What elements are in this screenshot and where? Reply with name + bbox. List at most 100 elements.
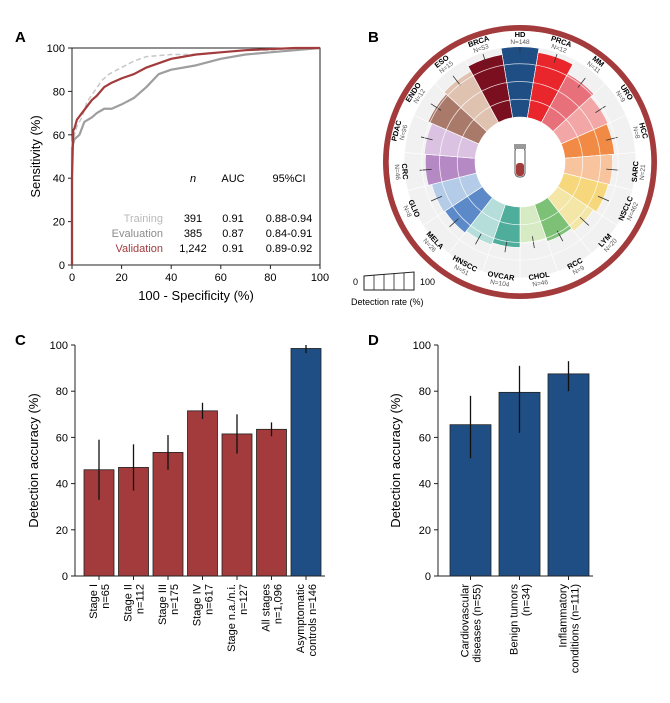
x-label-line1: Stage II	[123, 584, 135, 622]
error-bar	[597, 195, 610, 202]
bar	[547, 373, 590, 577]
error-bar	[449, 218, 459, 228]
bar	[290, 348, 322, 577]
table-auc: 0.91	[222, 213, 243, 225]
grid-ring	[439, 81, 601, 243]
error-bar	[531, 236, 535, 249]
table-header-auc: AUC	[221, 173, 244, 185]
error-bar	[579, 216, 590, 226]
category-label: CRC	[400, 163, 410, 181]
error-bar	[605, 136, 618, 141]
radial-detection-chart: HDN=148 PRCAN=12MMN=11URON=9HCCN=8SARCN=2…	[351, 25, 657, 307]
tube-cap-icon	[514, 144, 526, 149]
x-label-line2: (n=34)	[521, 584, 533, 616]
y-axis-title: Detection accuracy (%)	[26, 393, 41, 527]
x-label-line2: conditions (n=111)	[570, 584, 582, 673]
error-bar	[595, 105, 606, 114]
x-label-line2: n=617	[204, 584, 216, 615]
x-label-line1: Asymptomatic	[295, 584, 307, 654]
stage-accuracy-chart: 0 20 40 60 80 100 Detection accuracy (%) Stage …	[26, 340, 325, 656]
error-bar	[482, 54, 487, 65]
x-label-line1: Stage IV	[192, 583, 204, 626]
error-bar	[606, 168, 619, 171]
x-label-line1: Stage I	[88, 584, 100, 619]
x-tick-label: 40	[165, 272, 177, 284]
y-axis-title: Sensitivity (%)	[28, 115, 43, 197]
x-label-line2: n=127	[238, 584, 250, 615]
error-bar	[420, 136, 433, 141]
y-tick-label: 20	[419, 525, 431, 537]
bar	[152, 452, 184, 577]
sector-bar-brca	[467, 54, 513, 123]
y-tick-label: 60	[419, 432, 431, 444]
table-header-n: n	[190, 173, 196, 185]
error-bar	[504, 240, 508, 253]
x-label-line1: Stage III	[157, 584, 169, 625]
panel-letter-b: B	[368, 29, 379, 46]
category-label: OVCAR	[487, 269, 516, 282]
table-ci: 0.88-0.94	[266, 213, 312, 225]
y-tick-label: 20	[56, 525, 68, 537]
table-auc: 0.91	[222, 243, 243, 255]
category-n: N=12	[550, 43, 568, 55]
x-label-line2: n=65	[100, 584, 112, 609]
x-tick-label: 60	[215, 272, 227, 284]
table-ci: 0.84-0.91	[266, 228, 312, 240]
legend-title: Detection rate (%)	[351, 297, 424, 307]
y-tick-label: 100	[47, 43, 65, 55]
error-bar	[452, 75, 461, 86]
x-label-line1: Inflammatory	[558, 584, 570, 648]
y-tick-label: 20	[53, 217, 65, 229]
y-tick-label: 0	[59, 260, 65, 272]
grid-ring	[456, 98, 584, 226]
error-bar	[475, 233, 482, 245]
condition-accuracy-chart: 0 20 40 60 80 100 Detection accuracy (%) Cardio…	[388, 340, 593, 673]
category-label: HCC	[637, 122, 650, 141]
y-tick-label: 0	[62, 571, 68, 583]
bar	[221, 433, 253, 577]
category-n: N=104	[490, 279, 511, 289]
x-axis-title: 100 - Specificity (%)	[138, 288, 254, 303]
category-n: N=53	[473, 43, 491, 55]
x-label-line1: Stage n.a./n.i.	[226, 584, 238, 652]
grid-ring	[421, 63, 619, 261]
y-tick-label: 60	[56, 432, 68, 444]
error-bar	[553, 54, 558, 63]
table-auc: 0.87	[222, 228, 243, 240]
error-bar	[430, 195, 443, 202]
x-label-line1: All stages	[261, 584, 273, 632]
roc-line-validation	[70, 46, 320, 265]
category-n: N=46	[393, 164, 401, 181]
category-n: N=8	[401, 205, 412, 219]
category-n: N=8	[631, 126, 641, 140]
category-label: SARC	[630, 160, 641, 183]
legend-min: 0	[353, 277, 358, 287]
category-label: HD	[515, 30, 526, 39]
y-tick-label: 60	[53, 130, 65, 142]
panel-letter-a: A	[15, 29, 26, 46]
y-tick-label: 40	[56, 479, 68, 491]
y-tick-label: 40	[53, 173, 65, 185]
error-bar	[430, 103, 442, 111]
y-tick-label: 80	[53, 86, 65, 98]
panel-letter-c: C	[15, 332, 26, 349]
table-series-name: Evaluation	[112, 228, 163, 240]
table-ci: 0.89-0.92	[266, 243, 312, 255]
x-label-line2: n=175	[169, 584, 181, 615]
table-n: 391	[184, 213, 202, 225]
y-tick-label: 100	[413, 340, 431, 352]
roc-line-training	[71, 47, 320, 265]
bar	[187, 410, 218, 577]
x-label-line2: controls n=146	[307, 584, 319, 656]
y-axis-title: Detection accuracy (%)	[388, 393, 403, 527]
bar	[256, 428, 287, 577]
blood-fill-icon	[516, 163, 524, 176]
category-n: N=96	[399, 124, 410, 141]
x-tick-label: 80	[264, 272, 276, 284]
category-label: CHOL	[528, 270, 551, 282]
roc-chart: 0 20 40 60 80 100 0 20 40 60 80 100 100 - Specificit…	[28, 43, 329, 303]
category-n: N=148	[510, 39, 530, 46]
y-tick-label: 40	[419, 479, 431, 491]
table-series-name: Validation	[116, 243, 164, 255]
